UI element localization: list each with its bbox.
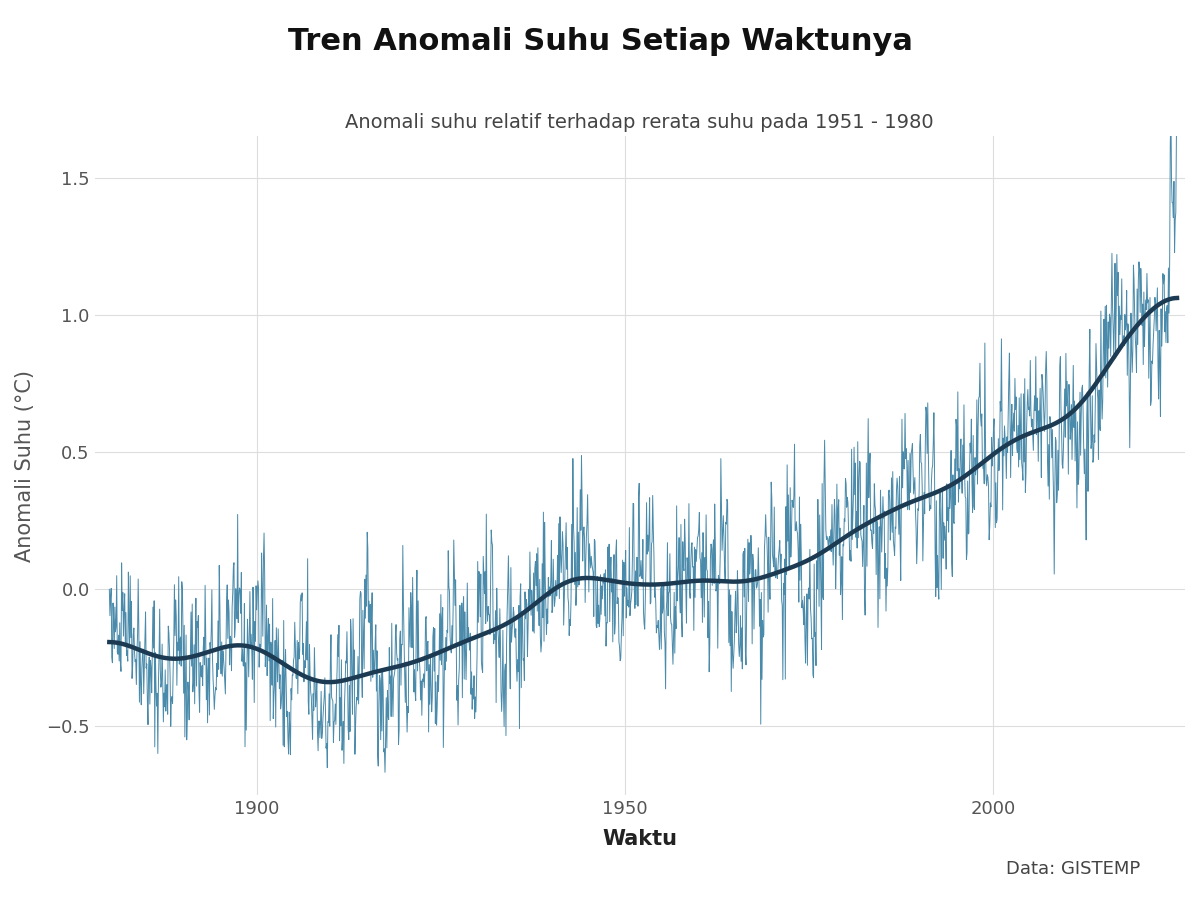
Title: Anomali suhu relatif terhadap rerata suhu pada 1951 - 1980: Anomali suhu relatif terhadap rerata suh… bbox=[346, 113, 934, 132]
Y-axis label: Anomali Suhu (°C): Anomali Suhu (°C) bbox=[14, 370, 35, 562]
Text: Tren Anomali Suhu Setiap Waktunya: Tren Anomali Suhu Setiap Waktunya bbox=[288, 27, 912, 56]
X-axis label: Waktu: Waktu bbox=[602, 829, 677, 849]
Text: Data: GISTEMP: Data: GISTEMP bbox=[1006, 860, 1140, 878]
